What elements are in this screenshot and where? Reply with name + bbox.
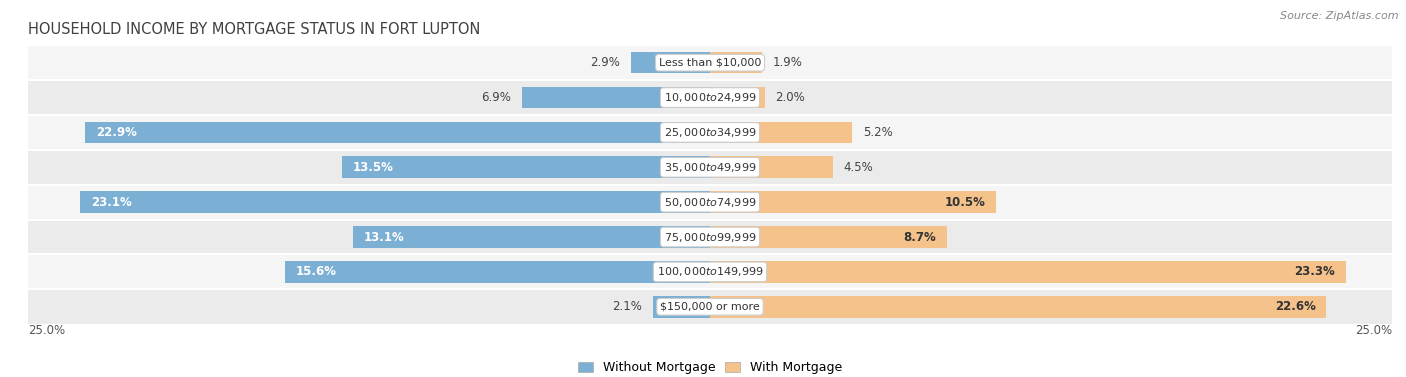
Bar [28, 254, 1392, 290]
Text: $10,000 to $24,999: $10,000 to $24,999 [664, 91, 756, 104]
Text: 25.0%: 25.0% [28, 324, 65, 337]
Bar [710, 156, 832, 178]
Text: 4.5%: 4.5% [844, 161, 873, 174]
Text: 13.1%: 13.1% [364, 231, 405, 244]
Text: $100,000 to $149,999: $100,000 to $149,999 [657, 265, 763, 278]
Bar [28, 45, 1392, 80]
Bar [710, 261, 1346, 283]
Bar [631, 52, 710, 74]
Text: Less than $10,000: Less than $10,000 [659, 58, 761, 68]
Text: 10.5%: 10.5% [945, 196, 986, 208]
Text: $50,000 to $74,999: $50,000 to $74,999 [664, 196, 756, 208]
Bar [710, 296, 1326, 317]
Bar [28, 80, 1392, 115]
Text: 22.9%: 22.9% [97, 126, 138, 139]
Text: 15.6%: 15.6% [295, 265, 336, 278]
Text: $150,000 or more: $150,000 or more [661, 302, 759, 312]
Text: 1.9%: 1.9% [773, 56, 803, 69]
Bar [342, 156, 710, 178]
Text: 23.3%: 23.3% [1294, 265, 1334, 278]
Text: 8.7%: 8.7% [904, 231, 936, 244]
Text: $25,000 to $34,999: $25,000 to $34,999 [664, 126, 756, 139]
Text: 2.0%: 2.0% [776, 91, 806, 104]
Bar [284, 261, 710, 283]
Text: Source: ZipAtlas.com: Source: ZipAtlas.com [1281, 11, 1399, 21]
Text: 5.2%: 5.2% [863, 126, 893, 139]
Text: 2.1%: 2.1% [612, 300, 643, 313]
Bar [28, 150, 1392, 185]
Bar [86, 122, 710, 143]
Legend: Without Mortgage, With Mortgage: Without Mortgage, With Mortgage [572, 356, 848, 377]
Text: 25.0%: 25.0% [1355, 324, 1392, 337]
Text: $35,000 to $49,999: $35,000 to $49,999 [664, 161, 756, 174]
Text: 23.1%: 23.1% [91, 196, 132, 208]
Bar [28, 185, 1392, 219]
Text: HOUSEHOLD INCOME BY MORTGAGE STATUS IN FORT LUPTON: HOUSEHOLD INCOME BY MORTGAGE STATUS IN F… [28, 22, 481, 37]
Bar [652, 296, 710, 317]
Bar [28, 219, 1392, 254]
Bar [710, 87, 765, 108]
Bar [710, 122, 852, 143]
Bar [522, 87, 710, 108]
Text: $75,000 to $99,999: $75,000 to $99,999 [664, 231, 756, 244]
Bar [710, 192, 997, 213]
Text: 22.6%: 22.6% [1275, 300, 1316, 313]
Bar [710, 226, 948, 248]
Bar [28, 290, 1392, 324]
Bar [80, 192, 710, 213]
Text: 13.5%: 13.5% [353, 161, 394, 174]
Bar [28, 115, 1392, 150]
Bar [710, 52, 762, 74]
Bar [353, 226, 710, 248]
Text: 2.9%: 2.9% [591, 56, 620, 69]
Text: 6.9%: 6.9% [481, 91, 510, 104]
